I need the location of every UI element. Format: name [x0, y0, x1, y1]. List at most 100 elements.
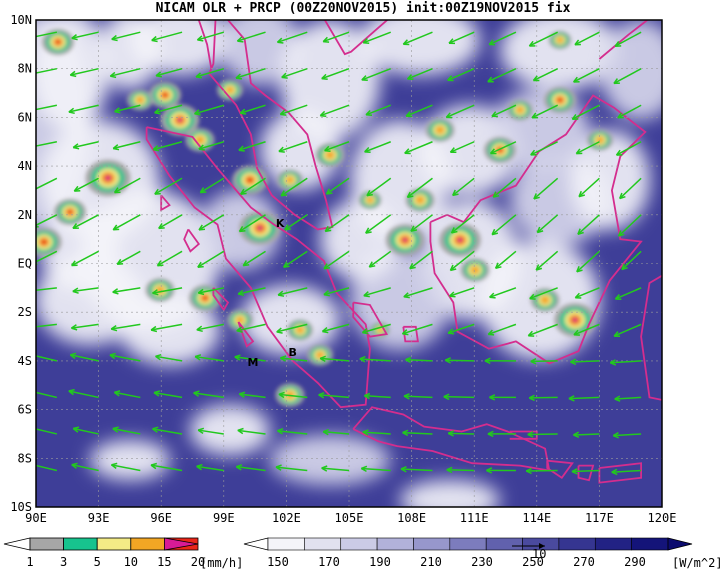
wind-arrowhead — [68, 388, 75, 396]
wind-arrowhead — [68, 107, 75, 115]
wind-arrowhead — [242, 260, 250, 267]
wind-vectors — [28, 31, 642, 476]
wind-vector — [111, 323, 141, 330]
wind-vector — [403, 395, 433, 399]
wind-arrowhead — [28, 144, 34, 149]
wind-vector — [323, 430, 350, 435]
precip-colorbar-segment — [63, 537, 98, 551]
coastline — [296, 20, 389, 56]
wind-arrowhead — [280, 355, 287, 362]
wind-vector — [152, 428, 183, 435]
cloud-patch — [280, 20, 380, 140]
wind-vector — [578, 177, 600, 198]
wind-arrowhead — [323, 290, 330, 297]
wind-vector — [36, 428, 58, 435]
wind-vector — [234, 356, 266, 362]
precip-cell — [435, 125, 445, 135]
wind-arrowhead — [198, 224, 206, 231]
wind-vector — [276, 323, 308, 333]
precip-colorbar: 1 3 5 10 15 20 — [3, 537, 205, 569]
wind-vector — [446, 469, 475, 472]
wind-vector — [280, 104, 308, 116]
olr-colorbar-segment — [340, 537, 378, 551]
wind-vector — [36, 141, 58, 147]
reference-vector: 10 — [512, 543, 546, 561]
wind-arrowhead — [281, 72, 288, 79]
wind-vector — [277, 429, 308, 435]
wind-arrowhead — [362, 429, 369, 436]
latitude-label: 10S — [10, 500, 32, 514]
wind-arrowhead — [403, 292, 410, 299]
wind-vector — [535, 250, 559, 271]
wind-vector — [445, 104, 475, 119]
wind-vector — [365, 104, 392, 116]
wind-arrowhead — [150, 325, 158, 333]
precip-cell — [246, 177, 254, 183]
wind-vector — [573, 68, 600, 83]
precip-cell — [136, 96, 144, 104]
wind-vector — [278, 141, 308, 153]
wind-vector — [362, 323, 391, 334]
olr-colorbar-segment — [631, 537, 669, 551]
wind-arrowhead — [489, 148, 497, 155]
wind-arrowhead — [236, 36, 244, 43]
wind-arrowhead — [238, 226, 246, 233]
wind-vector — [616, 141, 642, 156]
precip-cell — [316, 351, 324, 359]
wind-arrowhead — [617, 230, 625, 237]
olr-colorbar: 150 170 190 210 230 250 270 290 — [243, 537, 693, 569]
wind-arrowhead — [234, 354, 241, 361]
wind-vector — [613, 323, 642, 337]
longitude-label: 102E — [272, 511, 301, 525]
wind-vector — [577, 214, 600, 235]
wind-vector — [450, 141, 475, 153]
wind-arrowhead — [240, 188, 247, 195]
wind-vector — [409, 250, 433, 270]
wind-vector — [405, 358, 433, 362]
wind-arrowhead — [491, 111, 498, 118]
wind-arrowhead — [321, 327, 329, 334]
longitude-label: 99E — [213, 511, 235, 525]
wind-arrowhead — [109, 71, 117, 79]
wind-vector — [110, 67, 141, 77]
wind-arrowhead — [194, 354, 202, 361]
wind-arrowhead — [488, 39, 496, 46]
wind-vector — [157, 250, 183, 267]
longitude-label: 90E — [25, 511, 47, 525]
precip-colorbar-over — [164, 537, 199, 551]
wind-arrowhead — [278, 391, 285, 399]
wind-arrowhead — [529, 293, 536, 300]
wind-vector — [112, 141, 141, 150]
wind-vector — [150, 464, 183, 472]
wind-vector — [242, 250, 266, 267]
wind-arrowhead — [277, 427, 284, 435]
wind-arrowhead — [491, 228, 499, 236]
longitude-label: 120E — [648, 511, 677, 525]
wind-arrowhead — [69, 352, 77, 359]
wind-vector — [152, 287, 183, 294]
wind-arrowhead — [29, 188, 35, 193]
wind-vector — [112, 287, 141, 293]
wind-vector — [114, 177, 141, 194]
precip-cell — [470, 265, 480, 275]
wind-arrowhead — [530, 149, 537, 156]
wind-arrowhead — [531, 112, 539, 119]
wind-vector — [116, 250, 141, 265]
wind-vector — [613, 68, 642, 85]
wind-arrowhead — [280, 190, 288, 197]
precip-cell — [572, 317, 578, 323]
cloud-patch — [190, 405, 270, 455]
wind-arrowhead — [574, 39, 581, 46]
wind-arrowhead — [573, 431, 580, 438]
wind-vector — [403, 287, 433, 298]
wind-arrowhead — [536, 226, 544, 234]
wind-arrowhead — [71, 260, 78, 267]
wind-vector — [611, 469, 642, 473]
wind-arrowhead — [532, 75, 540, 82]
wind-arrowhead — [319, 355, 326, 363]
wind-arrowhead — [533, 193, 540, 200]
wind-vector — [237, 31, 266, 42]
wind-arrowhead — [276, 327, 283, 334]
wind-arrowhead — [276, 37, 284, 44]
coastline — [577, 464, 595, 482]
